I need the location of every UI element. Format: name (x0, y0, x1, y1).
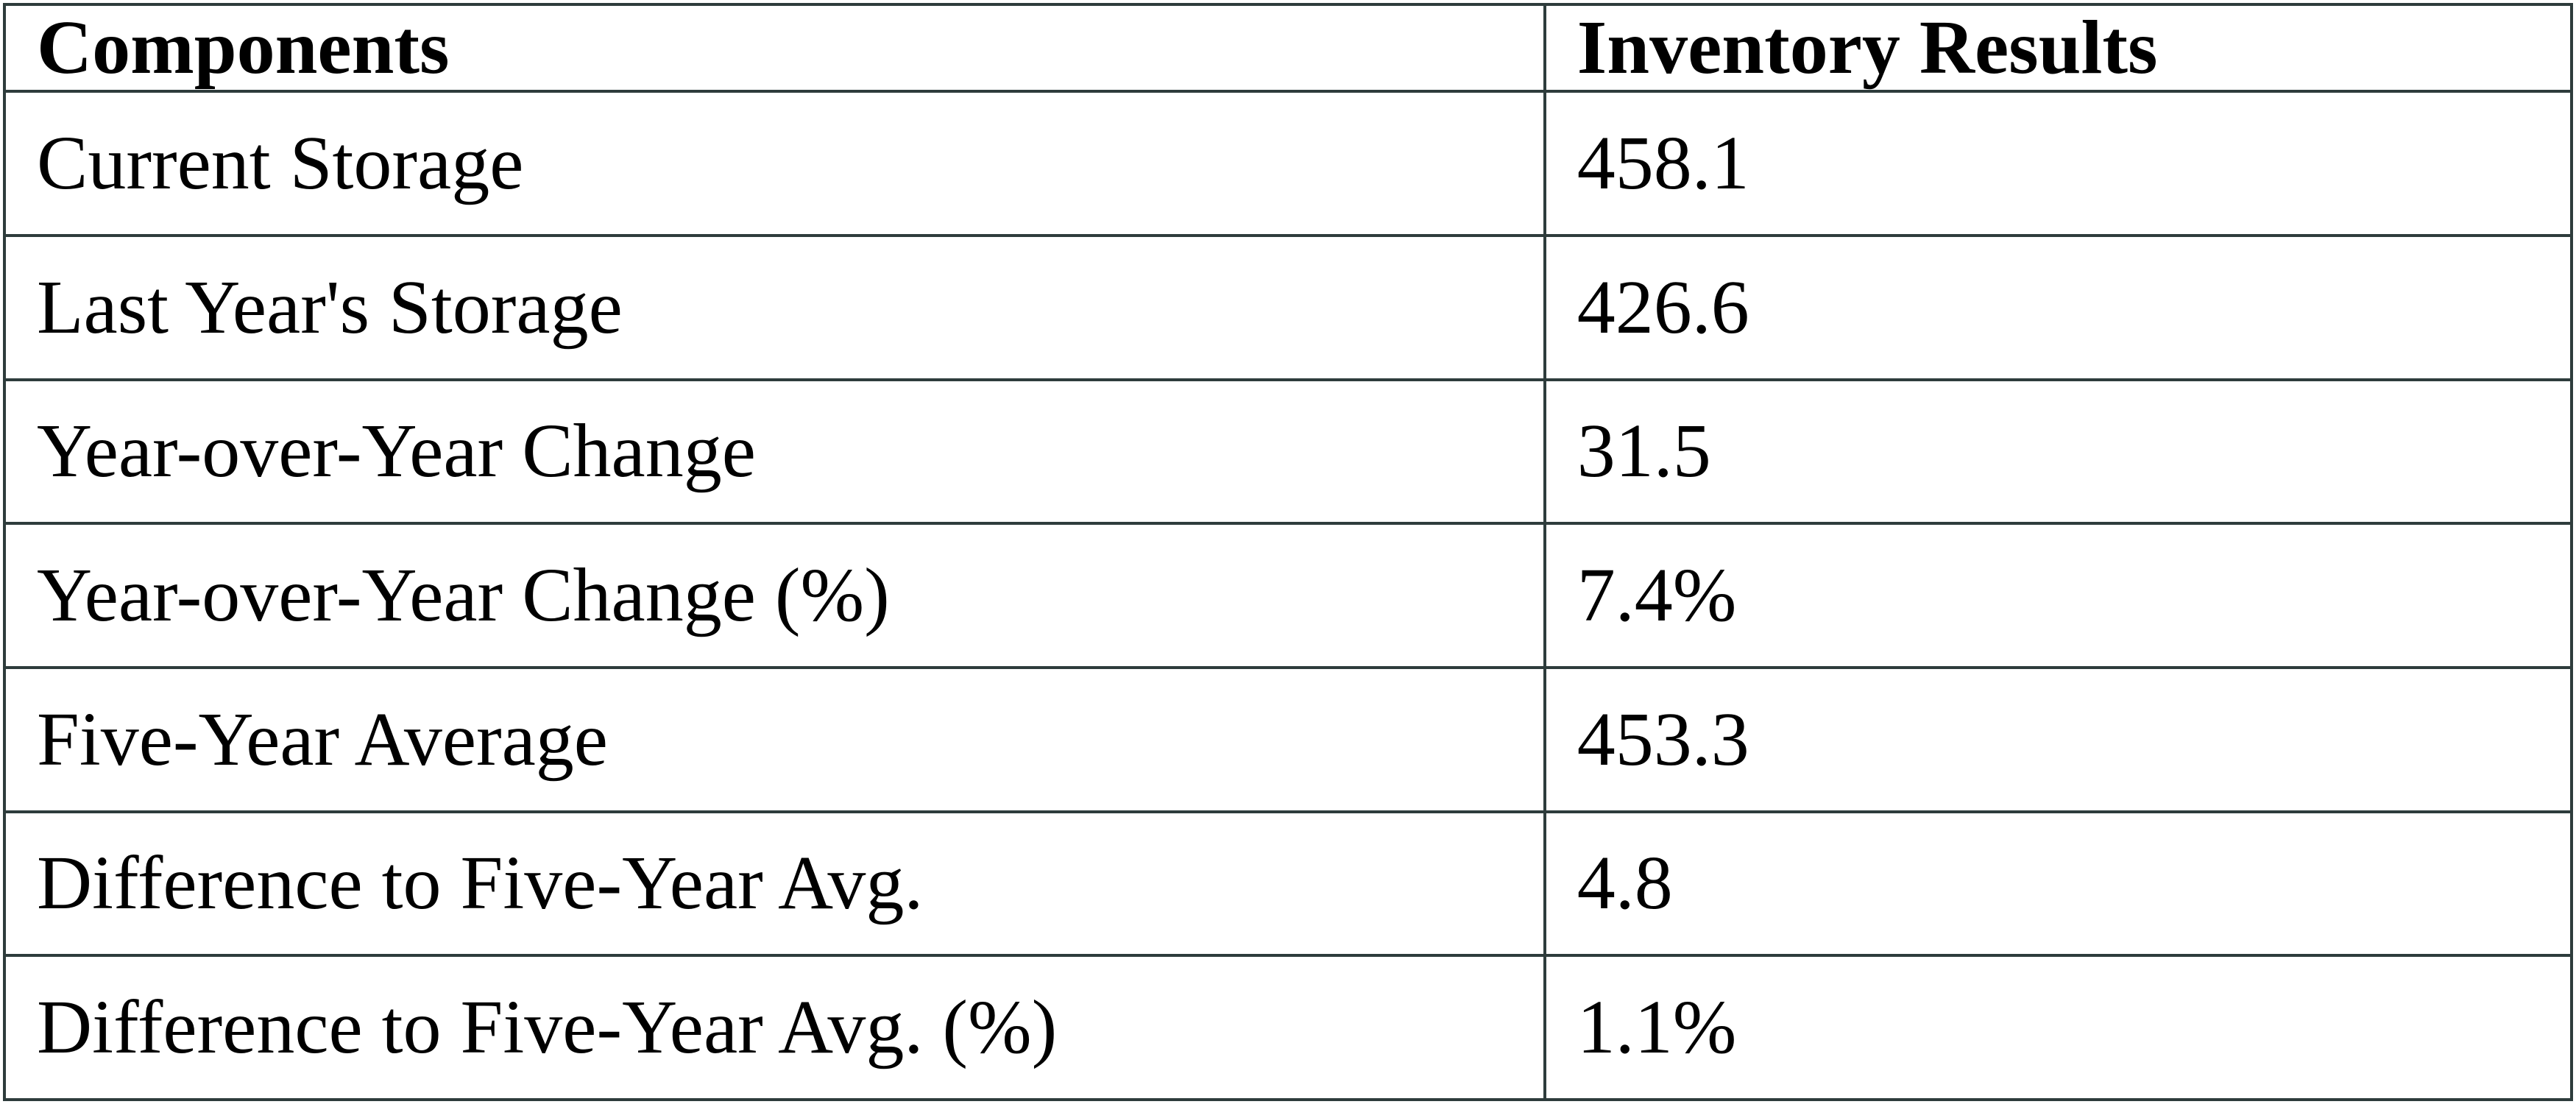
header-components: Components (3, 2, 1546, 93)
component-cell: Current Storage (3, 90, 1546, 238)
table-row: Difference to Five-Year Avg. 4.8 (3, 810, 2574, 958)
header-inventory-results: Inventory Results (1543, 2, 2574, 93)
value-cell: 31.5 (1543, 378, 2574, 526)
inventory-results-table: Components Inventory Results Current Sto… (3, 2, 2574, 1101)
component-cell: Year-over-Year Change (3, 378, 1546, 526)
value-cell: 458.1 (1543, 90, 2574, 238)
component-cell: Last Year's Storage (3, 234, 1546, 381)
value-cell: 1.1% (1543, 954, 2574, 1101)
table-row: Difference to Five-Year Avg. (%) 1.1% (3, 954, 2574, 1101)
value-cell: 7.4% (1543, 522, 2574, 670)
component-cell: Five-Year Average (3, 666, 1546, 813)
value-cell: 4.8 (1543, 810, 2574, 958)
component-cell: Year-over-Year Change (%) (3, 522, 1546, 670)
component-cell: Difference to Five-Year Avg. (3, 810, 1546, 958)
component-cell: Difference to Five-Year Avg. (%) (3, 954, 1546, 1101)
value-cell: 426.6 (1543, 234, 2574, 381)
table-row: Five-Year Average 453.3 (3, 666, 2574, 813)
table-row: Current Storage 458.1 (3, 90, 2574, 238)
table-row: Year-over-Year Change 31.5 (3, 378, 2574, 526)
table-row: Year-over-Year Change (%) 7.4% (3, 522, 2574, 670)
value-cell: 453.3 (1543, 666, 2574, 813)
header-row: Components Inventory Results (3, 2, 2574, 93)
table-row: Last Year's Storage 426.6 (3, 234, 2574, 381)
